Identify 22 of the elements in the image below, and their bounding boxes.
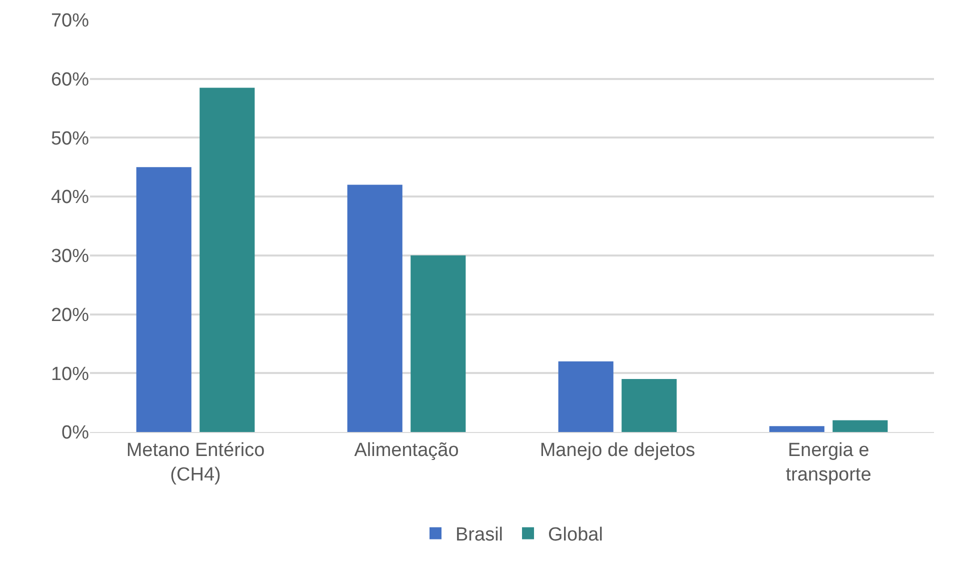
x-tick-label: Manejo de dejetos bbox=[540, 440, 696, 461]
legend-label: Global bbox=[548, 524, 603, 546]
legend-label: Brasil bbox=[456, 524, 504, 546]
bar bbox=[347, 184, 402, 432]
bar bbox=[558, 361, 614, 432]
x-tick-label: Metano Entérico (CH4) bbox=[126, 440, 265, 486]
y-tick-label: 50% bbox=[50, 128, 90, 150]
y-tick-label: 30% bbox=[50, 246, 90, 268]
y-tick-label: 0% bbox=[62, 422, 90, 444]
y-tick-label: 10% bbox=[50, 364, 90, 385]
y-tick-label: 70% bbox=[50, 10, 90, 32]
x-tick-label: Alimentação bbox=[354, 440, 459, 461]
bar bbox=[200, 88, 255, 432]
y-tick-label: 20% bbox=[50, 304, 90, 326]
y-tick-label: 40% bbox=[50, 187, 90, 208]
bar bbox=[622, 379, 677, 432]
x-tick-label: Energia e transporte bbox=[786, 440, 872, 486]
bar bbox=[410, 255, 466, 432]
bar bbox=[136, 167, 192, 432]
bar bbox=[832, 420, 888, 432]
y-tick-label: 60% bbox=[50, 70, 90, 91]
bar bbox=[769, 426, 824, 432]
